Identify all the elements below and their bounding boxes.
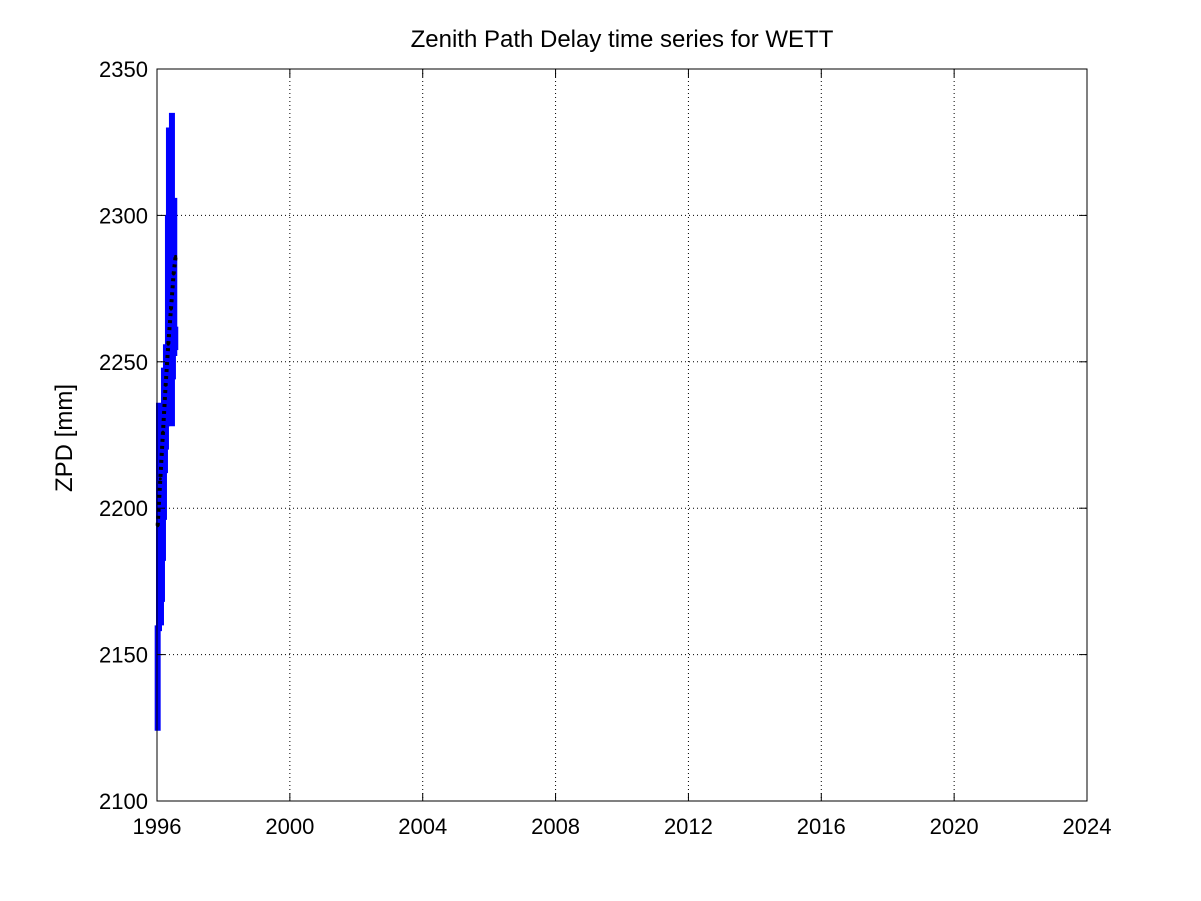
- x-tick-label: 2008: [531, 814, 580, 839]
- axis-ticks: 1996 2000 2004 2008 2012 2016 2020 2024 2100 2150…: [99, 57, 1111, 839]
- series-trend: [155, 254, 178, 528]
- x-tick-label: 2000: [265, 814, 314, 839]
- x-tick-label: 2004: [398, 814, 447, 839]
- series-bars: [154, 112, 179, 731]
- x-tick-label: 2016: [797, 814, 846, 839]
- grid-lines: [157, 69, 1087, 801]
- x-tick-label: 2020: [930, 814, 979, 839]
- y-tick-label: 2200: [99, 496, 148, 521]
- y-tick-label: 2150: [99, 643, 148, 668]
- trend-point: [172, 272, 176, 276]
- x-tick-label: 2024: [1063, 814, 1112, 839]
- y-tick-label: 2100: [99, 789, 148, 814]
- y-tick-label: 2300: [99, 203, 148, 228]
- trend-point: [161, 430, 165, 434]
- x-tick-label: 1996: [133, 814, 182, 839]
- trend-point: [158, 477, 162, 481]
- y-tick-label: 2350: [99, 57, 148, 82]
- trend-point: [174, 254, 178, 258]
- plot-frame: [156, 68, 1088, 802]
- trend-point: [169, 307, 173, 311]
- trend-line: [155, 256, 178, 526]
- chart-title: Zenith Path Delay time series for WETT: [411, 26, 834, 53]
- y-axis-label: ZPD [mm]: [51, 384, 78, 492]
- trend-point: [166, 342, 170, 346]
- y-tick-label: 2250: [99, 350, 148, 375]
- x-tick-label: 2012: [664, 814, 713, 839]
- trend-point: [164, 383, 168, 387]
